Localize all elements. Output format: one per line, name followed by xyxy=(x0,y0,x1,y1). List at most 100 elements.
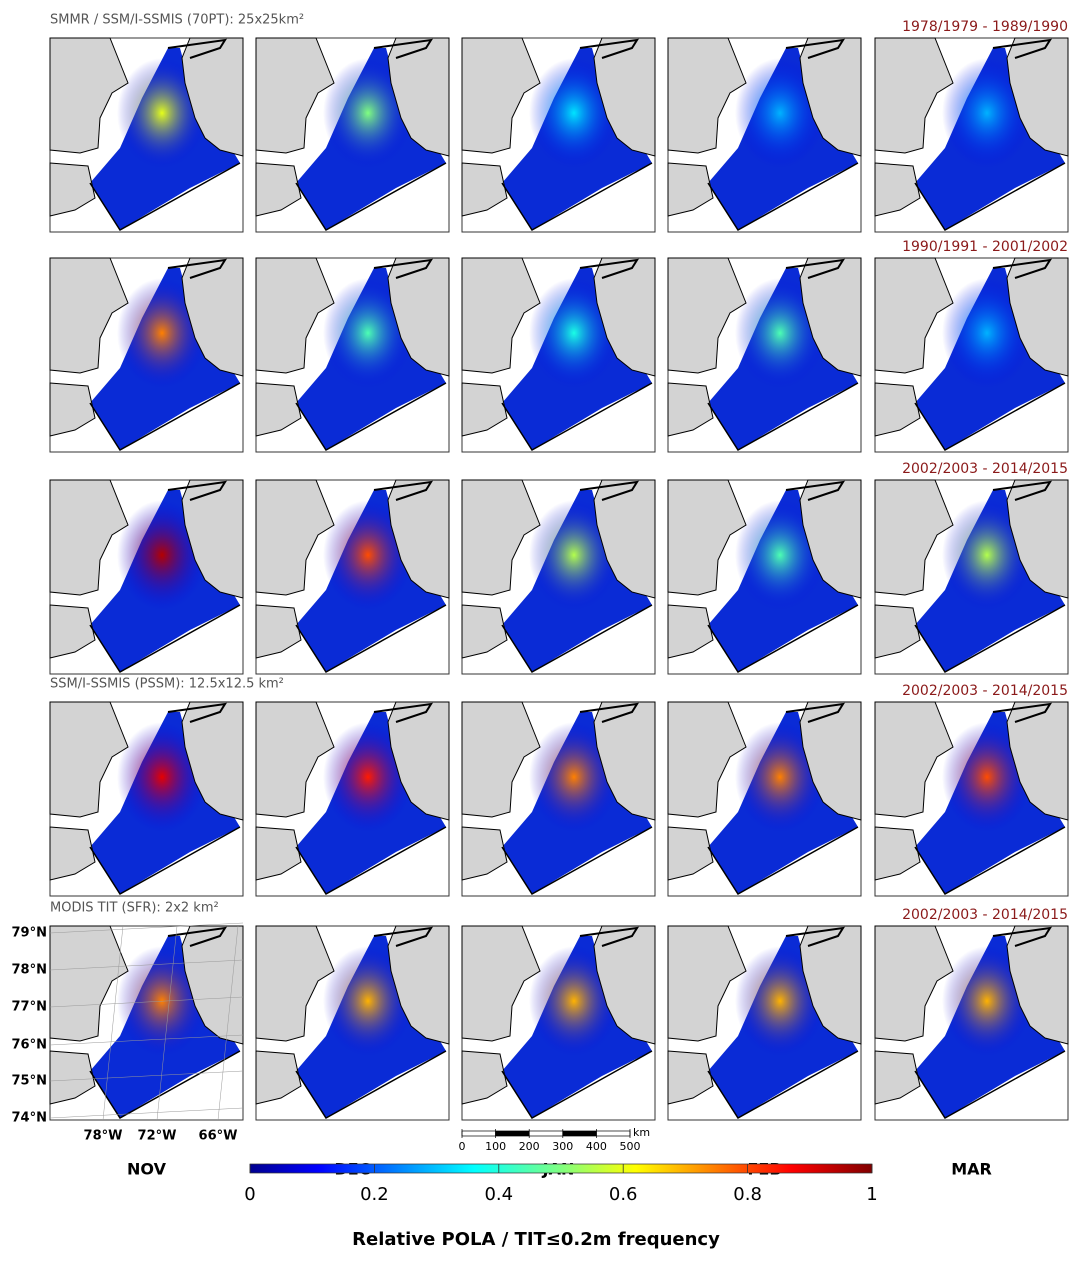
land xyxy=(255,37,335,154)
coast-outline xyxy=(992,480,1052,501)
coast-outline xyxy=(373,926,433,947)
hotspot xyxy=(117,278,207,388)
land xyxy=(667,257,747,374)
land xyxy=(593,257,656,377)
land xyxy=(874,1050,921,1105)
land xyxy=(181,925,244,1045)
scale-label: 100 xyxy=(485,1140,506,1153)
scale-label: 0 xyxy=(459,1140,466,1153)
land xyxy=(667,37,747,154)
land xyxy=(1006,37,1069,157)
hotspot xyxy=(323,58,413,168)
land xyxy=(1006,479,1069,599)
land xyxy=(874,925,954,1042)
land xyxy=(667,604,714,659)
hotspot xyxy=(942,946,1032,1056)
hotspot xyxy=(117,58,207,168)
hotspot xyxy=(942,278,1032,388)
land xyxy=(874,701,954,818)
land xyxy=(49,162,96,217)
boundary xyxy=(914,1050,1066,1119)
lat-label: 79°N xyxy=(12,926,47,941)
map-panel xyxy=(49,37,244,233)
land xyxy=(49,925,129,1042)
lon-label: 72°W xyxy=(138,1129,177,1144)
boundary xyxy=(501,826,653,895)
boundary xyxy=(89,162,241,231)
coast-outline xyxy=(167,702,227,723)
land xyxy=(874,826,921,881)
land xyxy=(1006,701,1069,821)
map-panel xyxy=(874,257,1069,453)
land xyxy=(181,37,244,157)
graticule-line xyxy=(217,925,239,1121)
land xyxy=(667,479,747,596)
land xyxy=(1006,925,1069,1045)
hotspot xyxy=(735,946,825,1056)
land xyxy=(799,701,862,821)
hotspot xyxy=(735,500,825,610)
land xyxy=(255,1050,302,1105)
hotspot xyxy=(323,722,413,832)
land xyxy=(387,701,450,821)
land xyxy=(255,701,335,818)
land xyxy=(874,257,954,374)
land xyxy=(387,925,450,1045)
land xyxy=(593,701,656,821)
map-panel xyxy=(255,701,450,897)
scale-segment xyxy=(562,1130,597,1137)
colorbar-tick-label: 0.8 xyxy=(733,1184,762,1205)
map-panel xyxy=(461,257,656,453)
hotspot xyxy=(117,722,207,832)
coast-outline xyxy=(373,480,433,501)
map-panel xyxy=(667,479,862,675)
graticule-line xyxy=(49,1070,244,1082)
period-label: 2002/2003 - 2014/2015 xyxy=(902,907,1068,923)
land xyxy=(799,37,862,157)
land xyxy=(874,37,954,154)
coast-outline xyxy=(167,480,227,501)
land xyxy=(49,701,129,818)
land xyxy=(49,37,129,154)
map-panel xyxy=(874,925,1069,1121)
land xyxy=(461,604,508,659)
boundary xyxy=(707,382,859,451)
land xyxy=(49,826,96,881)
colorbar-tick-label: 1 xyxy=(866,1184,877,1205)
map-panel xyxy=(49,479,244,675)
land xyxy=(799,479,862,599)
dataset-label: SMMR / SSM/I-SSMIS (70PT): 25x25km² xyxy=(50,13,304,28)
map-panel xyxy=(255,925,450,1121)
scale-label: 500 xyxy=(620,1140,641,1153)
land xyxy=(799,257,862,377)
map-panel xyxy=(49,257,244,453)
land xyxy=(49,604,96,659)
scale-unit: km xyxy=(633,1126,650,1139)
hotspot xyxy=(735,722,825,832)
map-panel xyxy=(667,701,862,897)
land xyxy=(255,826,302,881)
boundary xyxy=(295,826,447,895)
period-label: 2002/2003 - 2014/2015 xyxy=(902,683,1068,699)
boundary xyxy=(89,382,241,451)
lat-label: 78°N xyxy=(12,963,47,978)
lat-label: 75°N xyxy=(12,1074,47,1089)
land xyxy=(49,1050,96,1105)
colorbar-tick-label: 0.2 xyxy=(360,1184,389,1205)
month-label: MAR xyxy=(951,1160,992,1179)
map-panel xyxy=(667,37,862,233)
land xyxy=(667,1050,714,1105)
graticule-line xyxy=(156,925,178,1121)
land xyxy=(667,826,714,881)
map-panel xyxy=(255,37,450,233)
coast-outline xyxy=(785,926,845,947)
lon-label: 78°W xyxy=(84,1129,123,1144)
land xyxy=(667,701,747,818)
map-panel xyxy=(49,925,244,1121)
coast-outline xyxy=(785,258,845,279)
map-panel xyxy=(874,479,1069,675)
coast-outline xyxy=(167,258,227,279)
boundary xyxy=(914,162,1066,231)
land xyxy=(255,479,335,596)
land xyxy=(667,925,747,1042)
